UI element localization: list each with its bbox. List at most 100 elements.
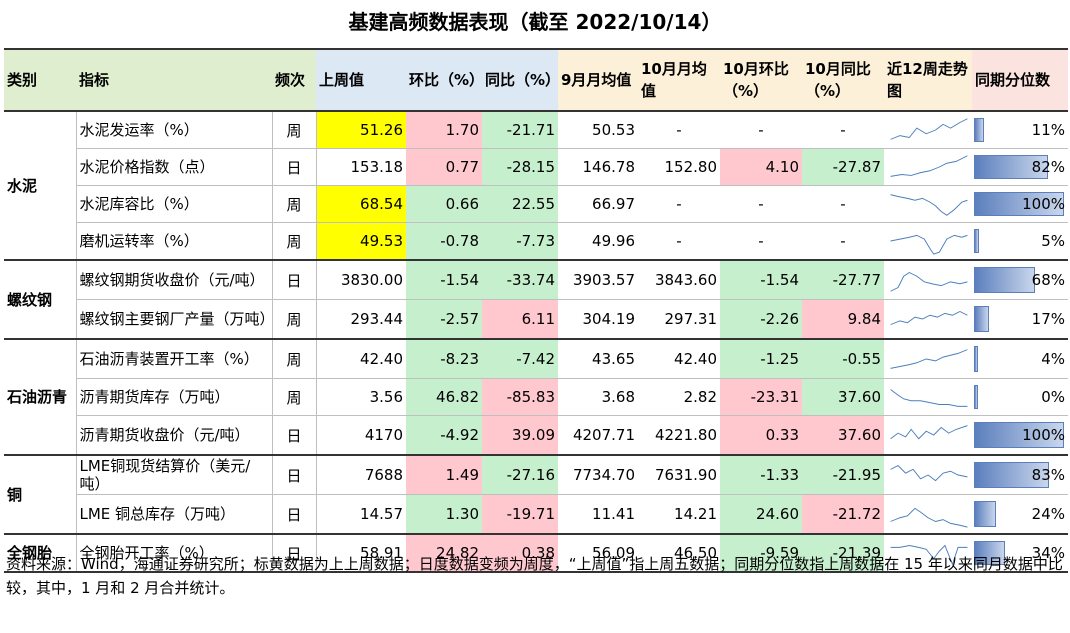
indicator-name: 全钢胎开工率（%） (76, 533, 272, 573)
oct-yoy-value: -0.55 (802, 338, 884, 379)
sep-avg-value: 7734.70 (558, 454, 638, 495)
indicator-name: LME铜现货结算价（美元/吨） (76, 454, 272, 495)
percentile-value: 83% (1031, 466, 1065, 484)
percentile-bar (974, 192, 1064, 216)
header-oct-yoy: 10月同比（%） (802, 49, 884, 111)
oct-yoy-value: -21.72 (802, 494, 884, 534)
yoy-value: 22.55 (482, 185, 558, 223)
wow-value: 1.49 (406, 454, 482, 495)
indicator-name: 沥青期货收盘价（元/吨） (76, 415, 272, 455)
percentile-value: 0% (1041, 388, 1065, 406)
sparkline-line (890, 118, 968, 140)
sparkline-line (890, 389, 968, 407)
yoy-value: -85.83 (482, 378, 558, 416)
category-label: 石油沥青 (4, 338, 77, 455)
oct-avg-value: - (638, 222, 720, 260)
oct-mom-value: 24.60 (720, 494, 802, 534)
table-row: LME 铜总库存（万吨）日 14.57 1.30 -19.71 11.41 14.21 24… (4, 494, 1068, 534)
percentile-value: 24% (1031, 505, 1065, 523)
table-row: 水泥 水泥发运率（%）周 51.26 1.70 -21.71 50.53- - -11% (4, 110, 1068, 260)
indicator-name: LME 铜总库存（万吨） (76, 494, 272, 534)
frequency: 日 (271, 259, 317, 300)
wow-value: 24.82 (406, 533, 482, 573)
percentile-value: 68% (1031, 271, 1065, 289)
table-row: 沥青期货收盘价（元/吨）日 4170 -4.92 39.09 4207.71 4221.8… (4, 415, 1068, 455)
percentile-cell: 100% (972, 185, 1068, 223)
percentile-bar (974, 346, 978, 372)
indicator-name: 螺纹钢期货收盘价（元/吨） (76, 259, 272, 300)
percentile-bar (974, 229, 979, 253)
percentile-cell: 4% (972, 338, 1068, 379)
frequency: 周 (271, 338, 317, 379)
oct-mom-value: -1.54 (720, 259, 802, 300)
oct-avg-value: 4221.80 (638, 415, 720, 455)
header-oct-avg: 10月月均值 (638, 49, 720, 111)
percentile-cell: 0% (972, 378, 1068, 416)
table-row: 铜 LME铜现货结算价（美元/吨）日 7688 1.49 -27.16 7734.70 76… (4, 454, 1068, 534)
oct-avg-value: 46.50 (638, 533, 720, 573)
percentile-bar (974, 462, 1049, 488)
oct-mom-value: - (720, 185, 802, 223)
indicator-name: 水泥发运率（%） (76, 110, 272, 149)
header-sep-avg: 9月月均值 (558, 49, 638, 111)
last-week-value: 42.40 (316, 338, 406, 379)
table-row: 全钢胎 全钢胎开工率（%）日 58.91 24.82 0.38 56.09 46.50 -9.… (4, 533, 1068, 573)
wow-value: 1.30 (406, 494, 482, 534)
oct-yoy-value: - (802, 222, 884, 260)
table-row: 磨机运转率（%）周 49.53 -0.78 -7.73 49.96- - -5% (4, 222, 1068, 260)
header-frequency: 频次 (272, 49, 316, 111)
sep-avg-value: 304.19 (558, 299, 638, 339)
indicator-name: 螺纹钢主要钢厂产量（万吨） (76, 299, 272, 339)
yoy-value: -21.71 (482, 110, 558, 149)
percentile-bar (974, 422, 1064, 448)
sep-avg-value: 43.65 (558, 338, 638, 379)
table-row: 沥青期货库存（万吨）周 3.56 46.82 -85.83 3.68 2.82 -23.31… (4, 378, 1068, 416)
percentile-value: 11% (1031, 121, 1065, 139)
wow-value: -4.92 (406, 415, 482, 455)
percentile-bar (974, 155, 1048, 179)
last-week-value: 3.56 (316, 378, 406, 416)
sparkline-line (890, 465, 968, 482)
trend-sparkline (884, 454, 972, 495)
frequency: 日 (271, 454, 317, 495)
oct-mom-value: 4.10 (720, 148, 802, 186)
oct-mom-value: -1.25 (720, 338, 802, 379)
category-label: 水泥 (4, 110, 77, 260)
sep-avg-value: 66.97 (558, 185, 638, 223)
oct-avg-value: - (638, 110, 720, 149)
frequency: 日 (271, 415, 317, 455)
percentile-value: 82% (1031, 158, 1065, 176)
yoy-value: -27.16 (482, 454, 558, 495)
frequency: 周 (271, 222, 317, 260)
oct-yoy-value: 37.60 (802, 378, 884, 416)
frequency: 周 (271, 185, 317, 223)
last-week-value: 153.18 (316, 148, 406, 186)
wow-value: 1.70 (406, 110, 482, 149)
footnote: 资料来源：Wind，海通证券研究所；标黄数据为上上周数据；日度数据变频为周度，“… (6, 555, 1063, 597)
oct-yoy-value: -27.77 (802, 259, 884, 300)
yoy-value: 0.38 (482, 533, 558, 573)
percentile-bar (974, 541, 1005, 565)
oct-yoy-value: 9.84 (802, 299, 884, 339)
last-week-value: 68.54 (316, 185, 406, 223)
header-wow: 环比（%） (406, 49, 482, 111)
percentile-cell: 100% (972, 415, 1068, 455)
oct-yoy-value: -21.39 (802, 533, 884, 573)
indicator-name: 沥青期货库存（万吨） (76, 378, 272, 416)
table-row: 螺纹钢主要钢厂产量（万吨）周 293.44 -2.57 6.11 304.19 297.3… (4, 299, 1068, 339)
sparkline-line (890, 310, 968, 326)
sparkline-line (890, 425, 968, 440)
indicator-name: 石油沥青装置开工率（%） (76, 338, 272, 379)
yoy-value: -7.73 (482, 222, 558, 260)
sep-avg-value: 146.78 (558, 148, 638, 186)
oct-avg-value: 297.31 (638, 299, 720, 339)
percentile-cell: 24% (972, 494, 1068, 534)
sep-avg-value: 3903.57 (558, 259, 638, 300)
indicator-name: 磨机运转率（%） (76, 222, 272, 260)
wow-value: -1.54 (406, 259, 482, 300)
trend-sparkline (884, 494, 972, 534)
percentile-cell: 82% (972, 148, 1068, 186)
percentile-cell: 34% (972, 533, 1068, 573)
header-last-week: 上周值 (316, 49, 406, 111)
header-oct-mom: 10月环比（%） (720, 49, 802, 111)
